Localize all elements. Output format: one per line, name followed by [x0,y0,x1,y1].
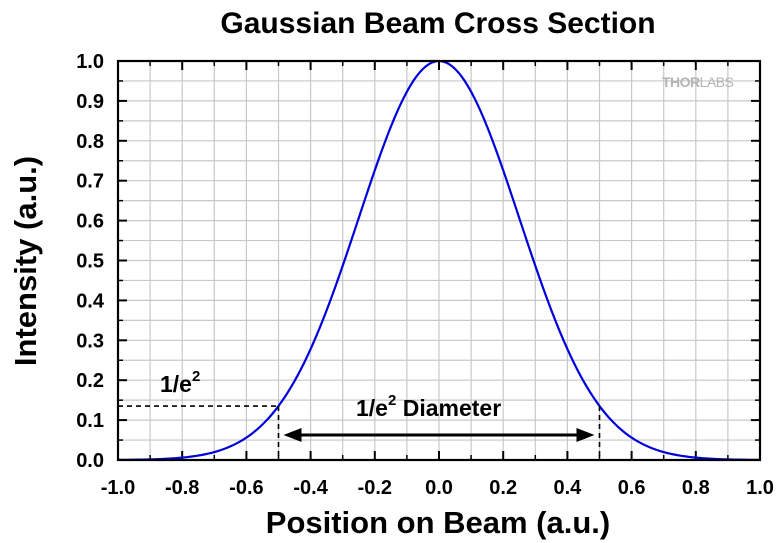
diameter-label: 1/e2 Diameter [356,392,501,421]
y-tick-label: 0.8 [76,131,104,153]
plot-frame [116,59,762,462]
chart-title: Gaussian Beam Cross Section [220,7,655,40]
x-tick-label: 0.0 [425,477,453,499]
annotations: 1/e2 1/e2 Diameter [118,368,601,460]
major-ticks [117,60,761,461]
y-tick-labels: 0.0 0.1 0.2 0.3 0.4 0.5 0.6 0.7 0.8 0.9 1.0 [76,51,105,472]
y-tick-label: 0.9 [76,91,104,113]
y-tick-label: 0.2 [76,370,104,392]
x-tick-labels: -1.0 -0.8 -0.6 -0.4 -0.2 0.0 0.2 0.4 0.6 0.8 1.0 [101,477,774,499]
y-tick-label: 0.4 [76,290,105,312]
y-tick-label: 1.0 [76,51,104,73]
thorlabs-watermark: THORLABS [662,74,734,90]
y-axis-label: Intensity (a.u.) [8,156,43,366]
x-tick-label: 0.8 [682,477,710,499]
y-tick-label: 0.6 [76,211,104,233]
y-tick-label: 0.1 [76,410,104,432]
x-tick-label: -0.4 [293,477,328,499]
x-tick-label: 1.0 [746,477,774,499]
arrow-head-right [576,428,595,443]
x-tick-label: 0.2 [489,477,517,499]
y-tick-label: 0.5 [76,251,104,273]
x-tick-label: -1.0 [101,477,135,499]
level-label: 1/e2 [160,368,200,397]
x-tick-label: -0.8 [165,477,199,499]
x-tick-label: 0.4 [553,477,582,499]
y-tick-label: 0.0 [76,450,104,472]
x-tick-label: -0.6 [229,477,263,499]
x-tick-label: -0.2 [358,477,392,499]
x-axis-label: Position on Beam (a.u.) [266,505,610,540]
grid-lines [118,61,760,460]
y-tick-label: 0.7 [76,171,104,193]
arrow-head-left [283,428,302,443]
x-tick-label: 0.6 [618,477,646,499]
y-tick-label: 0.3 [76,330,104,352]
